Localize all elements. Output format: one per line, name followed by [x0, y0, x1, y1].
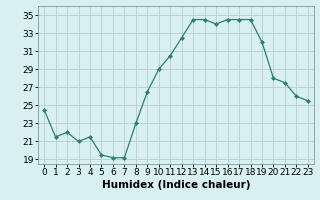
X-axis label: Humidex (Indice chaleur): Humidex (Indice chaleur) — [102, 180, 250, 190]
